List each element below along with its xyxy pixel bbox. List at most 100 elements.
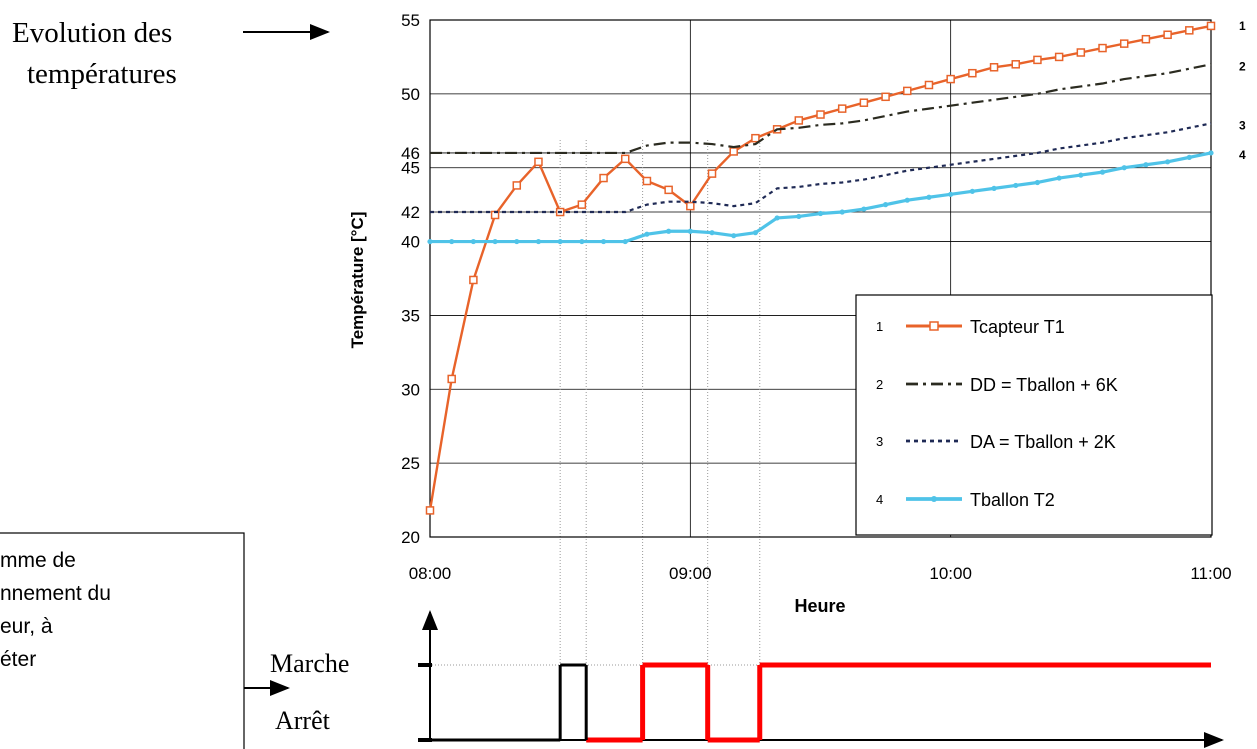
- y-tick-45: 45: [401, 159, 420, 178]
- x-tick-labels: 08:00 09:00 10:00 11:00: [409, 564, 1232, 583]
- tballon-point-10:15: [1013, 182, 1019, 189]
- tcapteur-point-09:45: [881, 92, 890, 102]
- switch-guides: [559, 140, 761, 740]
- tballon-point-09:25: [796, 213, 802, 220]
- tballon-point-10:35: [1099, 169, 1106, 175]
- series-end-label-3: 3: [1239, 118, 1246, 132]
- tcapteur-point-10:55: [1185, 26, 1194, 35]
- legend-box: [855, 294, 1213, 536]
- tballon-point-09:50: [904, 197, 910, 203]
- tballon-point-08:00: [427, 238, 433, 245]
- y-tick-55: 55: [401, 11, 420, 30]
- tcapteur-point-10:50: [1163, 30, 1172, 40]
- tballon-point-09:40: [861, 206, 867, 212]
- tballon-point-10:45: [1143, 162, 1149, 168]
- tballon-point-09:30: [817, 210, 824, 217]
- evolution-label-line2: températures: [27, 58, 177, 90]
- annotation-box-line-3: eur, à: [0, 615, 53, 638]
- tcapteur-point-08:35: [577, 200, 587, 209]
- tballon-point-11:00: [1208, 150, 1214, 156]
- tballon-point-09:35: [839, 209, 845, 215]
- series-end-label-1: 1: [1239, 19, 1246, 33]
- marche-label: Marche: [270, 649, 349, 678]
- tcapteur-point-10:35: [1098, 43, 1107, 53]
- y-axis-title: Température [°C]: [348, 212, 367, 349]
- tcapteur-point-09:50: [903, 86, 912, 96]
- series-line-2: [430, 63, 1212, 155]
- series-end-labels: 1 2 3 4: [1239, 19, 1246, 162]
- tcapteur-point-08:55: [664, 185, 673, 195]
- arret-label: Arrêt: [275, 706, 331, 735]
- legend-label-3: DA = Tballon + 2K: [970, 432, 1116, 452]
- series-line-4: [430, 151, 1212, 244]
- y-tick-50: 50: [401, 85, 420, 104]
- pump-state-diagram: Marche Arrêt: [270, 610, 1224, 748]
- tballon-point-10:50: [1165, 159, 1171, 165]
- y-tick-35: 35: [401, 306, 420, 325]
- evolution-label-line1: Evolution des: [12, 17, 172, 49]
- legend-marker-4: [931, 496, 937, 502]
- tcapteur-point-09:10: [729, 147, 738, 156]
- state-signal: [430, 662, 1211, 743]
- tballon-point-08:40: [600, 238, 607, 245]
- annotation-box-text: mme de nnement du eur, à éter: [0, 549, 111, 671]
- tballon-point-09:05: [709, 230, 715, 236]
- y-tick-42: 42: [401, 203, 420, 222]
- series-line-3: [430, 122, 1212, 214]
- tcapteur-point-10:45: [1141, 34, 1151, 44]
- tcapteur-point-08:25: [534, 157, 543, 167]
- tballon-point-09:55: [926, 194, 932, 200]
- tcapteur-point-09:55: [924, 80, 934, 90]
- y-tick-40: 40: [401, 233, 420, 252]
- y-tick-20: 20: [401, 528, 420, 547]
- legend-number-1: 1: [876, 319, 883, 334]
- x-tick-11:00: 11:00: [1190, 564, 1231, 583]
- x-axis-title: Heure: [794, 596, 845, 616]
- tballon-point-10:40: [1121, 165, 1127, 171]
- tcapteur-point-08:50: [642, 176, 652, 186]
- series-end-label-4: 4: [1239, 148, 1246, 162]
- tcapteur-point-10:00: [946, 74, 955, 84]
- tballon-point-08:30: [557, 238, 563, 245]
- tballon-point-10:10: [991, 185, 997, 191]
- annotation-box-line-2: nnement du: [0, 582, 111, 605]
- legend-number-2: 2: [876, 377, 883, 392]
- tballon-point-09:20: [774, 215, 780, 221]
- tballon-point-08:35: [579, 238, 585, 245]
- tcapteur-point-09:35: [837, 104, 847, 113]
- tcapteur-point-09:40: [859, 98, 869, 107]
- tballon-point-10:00: [948, 191, 954, 197]
- tballon-point-10:20: [1034, 179, 1041, 186]
- tcapteur-point-09:05: [707, 169, 717, 178]
- tcapteur-point-10:05: [968, 68, 977, 78]
- annotation-box-line-1: mme de: [0, 549, 76, 572]
- tcapteur-point-09:25: [794, 116, 804, 125]
- tcapteur-point-11:00: [1206, 21, 1216, 31]
- plot-frame: [429, 19, 1212, 538]
- annotation-box: [0, 532, 245, 749]
- y-tick-46: 46: [401, 144, 420, 163]
- tballon-point-08:15: [492, 238, 498, 245]
- x-tick-09:00: 09:00: [669, 564, 712, 583]
- tballon-point-08:10: [470, 238, 476, 245]
- legend-number-4: 4: [876, 492, 883, 507]
- tcapteur-point-10:30: [1076, 48, 1086, 57]
- tballon-point-09:10: [731, 233, 737, 239]
- tcapteur-point-09:00: [686, 201, 695, 211]
- tballon-point-09:45: [882, 202, 889, 208]
- tballon-point-08:50: [644, 231, 650, 237]
- x-tick-08:00: 08:00: [409, 564, 452, 583]
- x-tick-10:00: 10:00: [929, 564, 972, 583]
- tballon-point-08:20: [514, 238, 520, 245]
- legend-number-3: 3: [876, 434, 883, 449]
- series-end-label-2: 2: [1239, 59, 1246, 73]
- tballon-point-10:30: [1078, 172, 1084, 178]
- tcapteur-point-09:30: [816, 110, 825, 119]
- tballon-point-10:05: [969, 188, 975, 194]
- tcapteur-point-08:00: [425, 506, 435, 515]
- y-tick-25: 25: [401, 454, 420, 473]
- tballon-point-08:25: [535, 238, 542, 245]
